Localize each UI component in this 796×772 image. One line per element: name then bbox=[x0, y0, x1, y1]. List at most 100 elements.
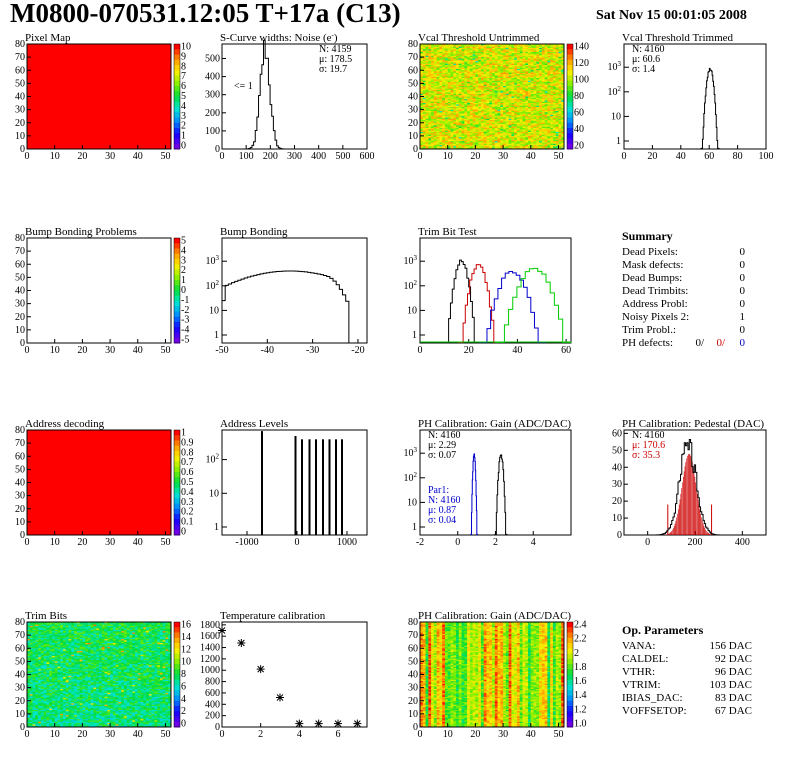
vcal-untrimmed-cell bbox=[464, 84, 468, 87]
address-levels-xtick-label: 0 bbox=[295, 537, 300, 548]
trim-bits-cell bbox=[162, 628, 166, 631]
vcal-untrimmed-cell bbox=[433, 45, 438, 48]
vcal-untrimmed-cell bbox=[480, 138, 485, 141]
vcal-untrimmed-cell bbox=[478, 62, 482, 65]
vcal-untrimmed-cell bbox=[456, 72, 460, 75]
vcal-untrimmed-palette-step bbox=[567, 75, 573, 82]
vcal-untrimmed-cell bbox=[420, 128, 424, 130]
vcal-untrimmed-cell bbox=[508, 80, 512, 83]
vcal-untrimmed-cell bbox=[450, 68, 454, 71]
vcal-untrimmed-cell bbox=[439, 63, 443, 66]
trim-bits-cell bbox=[162, 624, 166, 627]
bump-problems-palette-label: 0 bbox=[181, 285, 186, 296]
vcal-untrimmed-cell bbox=[475, 54, 479, 57]
bump-problems-palette-step bbox=[174, 322, 180, 328]
trim-bits-cell bbox=[143, 623, 147, 626]
scurve-xtick-label: 400 bbox=[311, 151, 326, 162]
vcal-untrimmed-cell bbox=[433, 124, 438, 126]
vcal-untrimmed-cell bbox=[528, 87, 532, 90]
vcal-untrimmed-cell bbox=[525, 114, 529, 117]
vcal-untrimmed-cell bbox=[475, 100, 479, 103]
vcal-untrimmed-cell bbox=[561, 68, 565, 71]
vcal-untrimmed-cell bbox=[475, 79, 479, 82]
vcal-untrimmed-cell bbox=[547, 72, 551, 75]
vcal-untrimmed-cell bbox=[467, 62, 471, 65]
vcal-untrimmed-cell bbox=[467, 126, 471, 129]
vcal-untrimmed-cell bbox=[450, 143, 454, 146]
vcal-untrimmed-cell bbox=[486, 95, 490, 97]
vcal-untrimmed-cell bbox=[442, 130, 446, 133]
vcal-untrimmed-cell bbox=[442, 146, 446, 149]
vcal-untrimmed-cell bbox=[536, 63, 540, 66]
vcal-untrimmed-cell bbox=[497, 67, 501, 70]
vcal-untrimmed-cell bbox=[442, 108, 446, 111]
vcal-untrimmed-cell bbox=[558, 92, 562, 95]
vcal-untrimmed-cell bbox=[528, 99, 532, 101]
trim-bits-cell bbox=[107, 628, 111, 631]
vcal-untrimmed-cell bbox=[475, 145, 479, 147]
vcal-untrimmed-cell bbox=[558, 130, 562, 133]
vcal-untrimmed-cell bbox=[530, 86, 534, 88]
vcal-untrimmed-cell bbox=[456, 114, 460, 117]
vcal-untrimmed-cell bbox=[494, 91, 498, 93]
vcal-untrimmed-cell bbox=[500, 55, 504, 58]
bump-problems-palette-step bbox=[174, 259, 180, 265]
vcal-untrimmed-cell bbox=[483, 103, 487, 105]
vcal-untrimmed-cell bbox=[555, 44, 559, 46]
vcal-untrimmed-cell bbox=[431, 128, 435, 130]
vcal-untrimmed-cell bbox=[539, 113, 543, 116]
vcal-untrimmed-cell bbox=[431, 96, 435, 99]
vcal-untrimmed-cell bbox=[492, 125, 496, 128]
vcal-untrimmed-cell bbox=[508, 108, 512, 111]
vcal-untrimmed-cell bbox=[489, 130, 493, 133]
trim-bits-cell bbox=[68, 627, 72, 629]
vcal-untrimmed-cell bbox=[530, 101, 534, 104]
vcal-untrimmed-cell bbox=[533, 131, 537, 134]
vcal-untrimmed-cell bbox=[544, 51, 548, 54]
vcal-untrimmed-cell bbox=[428, 74, 432, 76]
vcal-untrimmed-cell bbox=[550, 139, 554, 142]
vcal-untrimmed-cell bbox=[533, 44, 537, 46]
vcal-untrimmed-cell bbox=[536, 118, 540, 121]
vcal-untrimmed-cell bbox=[533, 116, 537, 118]
vcal-untrimmed-cell bbox=[433, 129, 438, 132]
vcal-untrimmed-cell bbox=[539, 72, 543, 75]
vcal-untrimmed-cell bbox=[428, 87, 432, 90]
vcal-untrimmed-cell bbox=[492, 76, 496, 79]
vcal-untrimmed-cell bbox=[439, 120, 443, 122]
vcal-untrimmed-cell bbox=[536, 146, 540, 149]
vcal-untrimmed-cell bbox=[519, 79, 523, 82]
vcal-untrimmed-cell bbox=[472, 75, 476, 78]
vcal-untrimmed-cell bbox=[431, 66, 435, 69]
vcal-untrimmed-cell bbox=[497, 80, 501, 83]
vcal-untrimmed-cell bbox=[458, 143, 462, 146]
vcal-untrimmed-cell bbox=[453, 87, 457, 90]
vcal-untrimmed-cell bbox=[541, 104, 546, 107]
vcal-untrimmed-cell bbox=[541, 97, 546, 100]
vcal-untrimmed-cell bbox=[514, 104, 518, 107]
vcal-untrimmed-cell bbox=[500, 110, 504, 113]
address-decoding-palette-frame bbox=[173, 429, 181, 536]
vcal-untrimmed-cell bbox=[494, 128, 498, 130]
vcal-untrimmed-cell bbox=[436, 99, 440, 101]
vcal-untrimmed-cell bbox=[530, 142, 534, 145]
vcal-untrimmed-cell bbox=[428, 124, 432, 126]
trim-bits-cell bbox=[165, 625, 169, 628]
vcal-untrimmed-cell bbox=[469, 122, 474, 125]
vcal-untrimmed-cell bbox=[464, 142, 468, 145]
vcal-untrimmed-cell bbox=[561, 89, 565, 92]
vcal-untrimmed-cell bbox=[547, 145, 551, 147]
vcal-untrimmed-cell bbox=[461, 71, 465, 74]
vcal-untrimmed-cell bbox=[508, 89, 512, 92]
vcal-untrimmed-cell bbox=[456, 96, 460, 99]
vcal-untrimmed-cell bbox=[486, 120, 490, 122]
vcal-untrimmed-cell bbox=[456, 133, 460, 135]
vcal-untrimmed-cell bbox=[505, 117, 510, 120]
vcal-untrimmed-cell bbox=[478, 50, 482, 53]
vcal-untrimmed-cell bbox=[516, 124, 521, 126]
vcal-untrimmed-cell bbox=[453, 79, 457, 82]
vcal-untrimmed-cell bbox=[525, 71, 529, 74]
trim-bits-cell bbox=[121, 628, 125, 631]
vcal-untrimmed-cell bbox=[539, 80, 543, 83]
vcal-untrimmed-cell bbox=[494, 49, 498, 51]
